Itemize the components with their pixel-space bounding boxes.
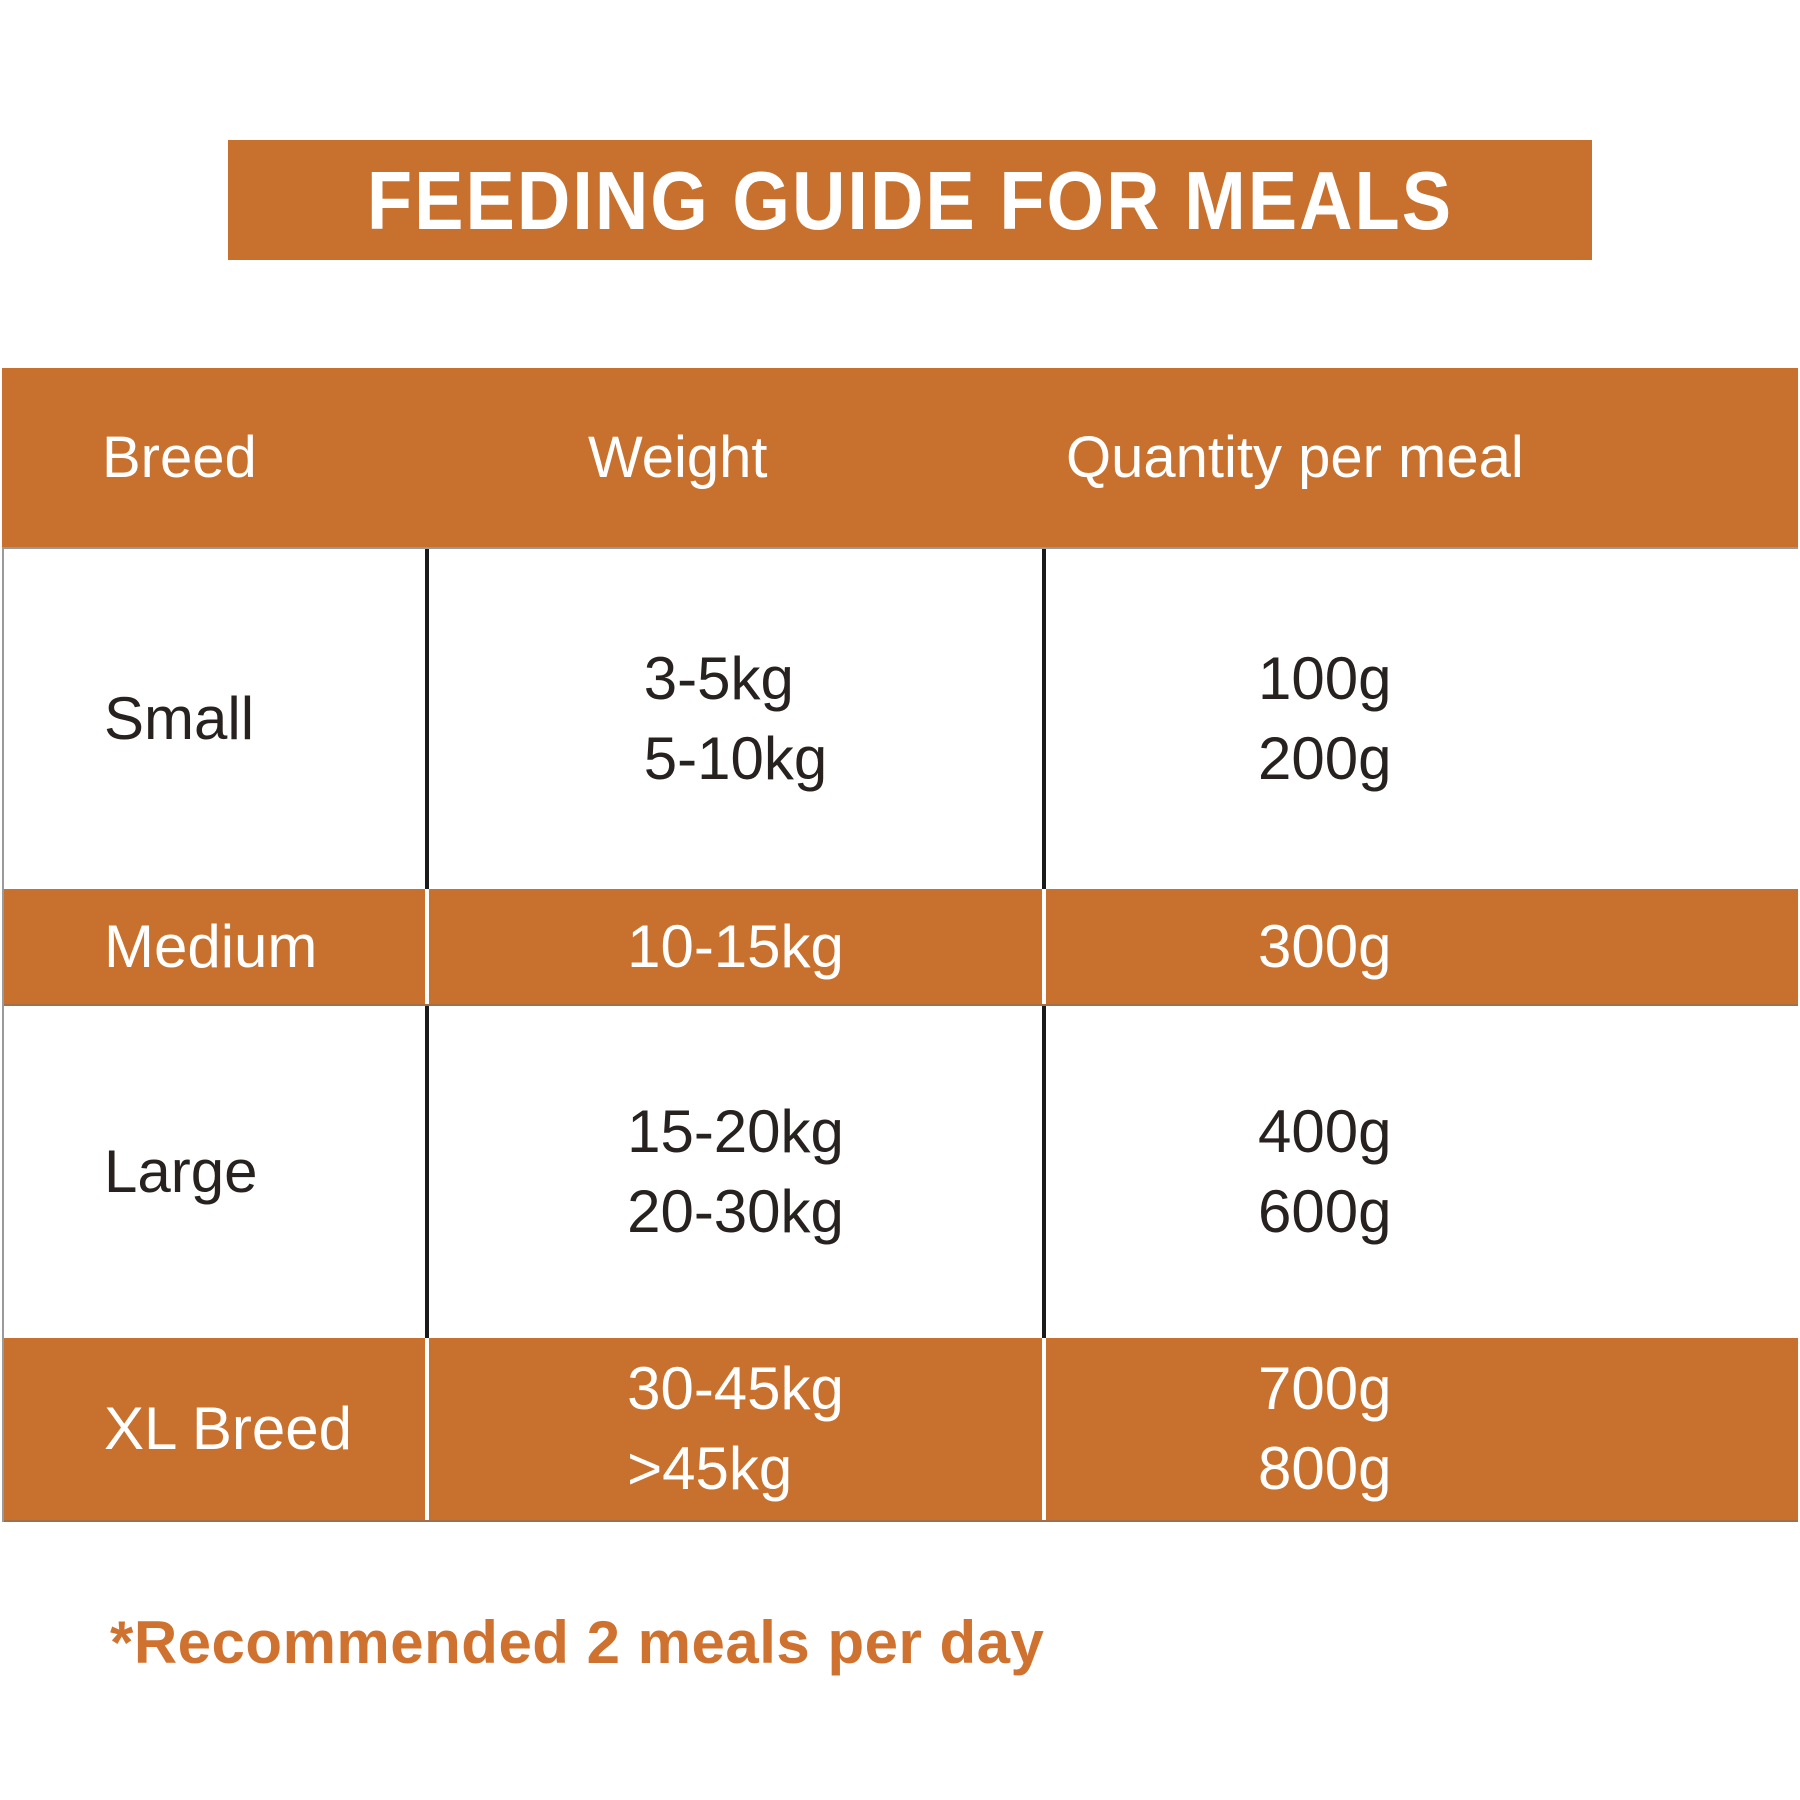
weight-value: 20-30kg — [627, 1178, 844, 1245]
table-body: Small 3-5kg 5-10kg 100g 200g Medium — [2, 549, 1798, 1522]
feeding-table: Breed Weight Quantity per meal Small 3-5… — [2, 368, 1798, 1522]
weight-cell: 3-5kg 5-10kg — [425, 549, 1042, 889]
footnote: *Recommended 2 meals per day — [110, 1609, 1045, 1676]
quantity-value: 200g — [1258, 725, 1392, 792]
weight-cell: 30-45kg >45kg — [425, 1338, 1042, 1520]
quantity-value: 100g — [1258, 645, 1392, 712]
breed-cell: XL Breed — [104, 1395, 352, 1462]
quantity-value: 600g — [1258, 1178, 1392, 1245]
quantity-cell: 100g 200g — [1042, 549, 1798, 889]
quantity-cell: 400g 600g — [1042, 1006, 1798, 1338]
quantity-value: 800g — [1258, 1435, 1392, 1502]
breed-cell: Large — [104, 1138, 258, 1205]
weight-cell: 10-15kg — [425, 889, 1042, 1004]
page-title: FEEDING GUIDE FOR MEALS — [366, 153, 1454, 247]
column-header-weight: Weight — [588, 425, 768, 490]
weight-value: 3-5kg — [643, 645, 794, 712]
table-row-xl-breed: XL Breed 30-45kg >45kg 700g 800g — [4, 1338, 1798, 1522]
table-row-small: Small 3-5kg 5-10kg 100g 200g — [4, 549, 1798, 889]
table-row-large: Large 15-20kg 20-30kg 400g 600g — [4, 1006, 1798, 1338]
weight-cell: 15-20kg 20-30kg — [425, 1006, 1042, 1338]
weight-value: 5-10kg — [643, 725, 828, 792]
weight-value: >45kg — [627, 1435, 793, 1502]
title-banner: FEEDING GUIDE FOR MEALS — [228, 140, 1592, 260]
quantity-cell: 300g — [1042, 889, 1798, 1004]
table-header-row: Breed Weight Quantity per meal — [2, 368, 1798, 549]
column-header-breed: Breed — [102, 425, 257, 490]
quantity-cell: 700g 800g — [1042, 1338, 1798, 1520]
weight-value: 10-15kg — [627, 912, 844, 980]
quantity-value: 400g — [1258, 1098, 1392, 1165]
quantity-value: 300g — [1258, 912, 1392, 980]
quantity-value: 700g — [1258, 1355, 1392, 1422]
weight-value: 30-45kg — [627, 1355, 844, 1422]
weight-value: 15-20kg — [627, 1098, 844, 1165]
breed-cell: Medium — [104, 912, 318, 980]
table-row-medium: Medium 10-15kg 300g — [4, 889, 1798, 1006]
column-header-quantity: Quantity per meal — [1066, 425, 1524, 490]
breed-cell: Small — [104, 685, 255, 752]
